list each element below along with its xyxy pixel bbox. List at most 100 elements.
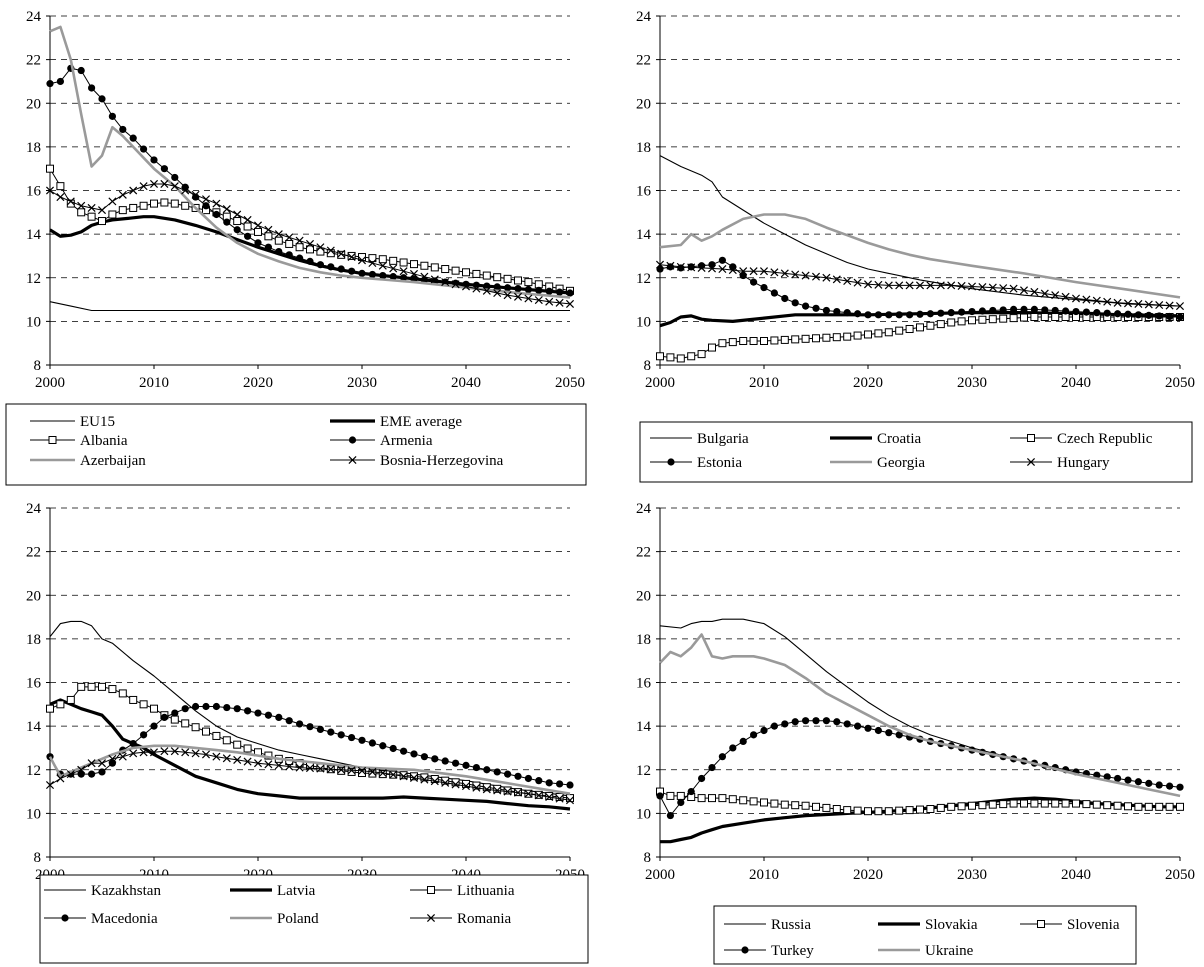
x-tick-label: 2040 xyxy=(451,375,481,391)
x-tick-label: 2040 xyxy=(1061,867,1091,883)
y-tick-label: 18 xyxy=(26,140,41,156)
data-point xyxy=(1020,313,1028,322)
data-point xyxy=(676,791,685,800)
legend: Bulgaria Croatia Czech Republic Estonia Geor… xyxy=(639,421,1193,483)
data-point xyxy=(244,707,252,715)
chart-panel-4: 8 10 12 14 16 18 20 22 24 2000 2010 2020 2030 2040 205… xyxy=(636,501,1195,965)
data-point xyxy=(316,725,324,733)
legend-item: Czech Republic xyxy=(1010,431,1153,447)
data-point xyxy=(108,112,116,120)
data-point xyxy=(181,748,190,757)
data-point xyxy=(201,195,211,204)
data-point xyxy=(389,744,397,753)
data-point xyxy=(88,770,96,778)
data-point xyxy=(233,755,242,764)
legend-item: Poland xyxy=(230,911,319,927)
data-point xyxy=(368,254,377,263)
data-point xyxy=(545,779,553,787)
y-tick-label: 18 xyxy=(636,140,651,156)
data-point xyxy=(999,314,1008,323)
legend-label: Hungary xyxy=(1057,455,1110,471)
data-point xyxy=(150,722,158,730)
data-point xyxy=(337,265,345,273)
data-point xyxy=(357,766,367,775)
data-point xyxy=(1051,291,1060,300)
data-point xyxy=(461,282,471,291)
data-point xyxy=(988,283,997,292)
data-point xyxy=(874,807,883,816)
data-point xyxy=(874,311,883,319)
data-point xyxy=(853,331,862,340)
data-point xyxy=(306,245,314,254)
data-point xyxy=(947,281,956,290)
data-point xyxy=(233,740,242,749)
data-point xyxy=(760,798,768,807)
legend-label: Macedonia xyxy=(91,911,158,927)
data-point xyxy=(296,254,304,262)
data-point xyxy=(947,802,956,811)
data-point xyxy=(337,765,346,774)
data-point xyxy=(160,713,168,722)
data-point xyxy=(97,206,107,215)
legend-label: Russia xyxy=(771,917,811,933)
data-point xyxy=(802,302,810,310)
data-point xyxy=(718,753,727,761)
y-tick-label: 10 xyxy=(636,806,651,822)
y-tick-label: 12 xyxy=(26,271,41,287)
legend-box xyxy=(713,905,1137,965)
data-point xyxy=(843,332,852,341)
data-point xyxy=(296,720,304,728)
data-point xyxy=(832,805,841,814)
data-point xyxy=(566,794,574,803)
data-point xyxy=(87,203,96,212)
data-point xyxy=(656,792,664,800)
data-point xyxy=(1103,309,1111,317)
legend-item: Bulgaria xyxy=(650,431,749,447)
data-point xyxy=(378,770,387,779)
data-point xyxy=(223,703,231,712)
legend: EU15 EME average Albania Armenia Azerbaijan B… xyxy=(5,403,587,486)
data-point xyxy=(305,239,315,248)
data-point xyxy=(728,795,737,804)
data-point xyxy=(514,772,522,780)
data-point xyxy=(420,753,428,761)
legend-item: Turkey xyxy=(724,943,814,959)
data-point xyxy=(978,801,987,810)
series-line xyxy=(49,750,571,801)
legend-item: EU15 xyxy=(30,414,115,430)
data-point xyxy=(832,333,841,342)
data-point xyxy=(461,782,471,791)
data-point xyxy=(98,95,106,103)
data-point xyxy=(1030,313,1039,322)
data-point xyxy=(565,299,575,308)
data-point xyxy=(181,705,189,713)
data-point xyxy=(118,190,127,199)
data-point xyxy=(493,283,501,291)
data-point xyxy=(264,243,272,251)
data-point xyxy=(118,752,127,761)
data-point xyxy=(212,752,221,761)
data-point xyxy=(833,718,841,726)
data-point xyxy=(347,253,356,262)
data-point xyxy=(545,287,553,295)
data-point xyxy=(524,285,533,294)
legend-label: EME average xyxy=(380,414,462,430)
y-tick-label: 18 xyxy=(26,632,41,648)
data-point xyxy=(482,271,491,280)
y-tick-label: 16 xyxy=(636,676,652,692)
data-point xyxy=(77,682,86,691)
data-point xyxy=(1155,802,1164,811)
data-point xyxy=(87,759,96,768)
data-point xyxy=(347,767,356,776)
data-point xyxy=(1040,313,1049,322)
data-point xyxy=(843,806,852,815)
series-line xyxy=(49,698,571,811)
data-point xyxy=(936,803,945,812)
data-point xyxy=(967,282,977,291)
data-point xyxy=(524,774,533,783)
data-point xyxy=(895,731,903,739)
data-point xyxy=(140,145,148,153)
data-point xyxy=(170,715,179,724)
data-point xyxy=(150,156,158,164)
data-point xyxy=(66,770,75,779)
